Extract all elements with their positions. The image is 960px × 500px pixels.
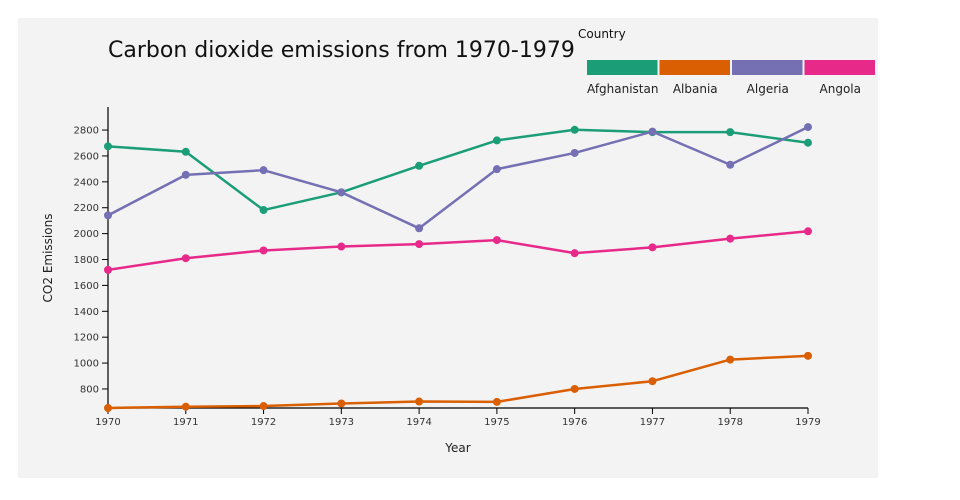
data-point-algeria-1972[interactable]	[259, 166, 268, 175]
x-tick-label: 1973	[329, 417, 354, 428]
data-point-afghanistan-1979[interactable]	[804, 138, 812, 147]
y-tick-label: 2600	[74, 151, 99, 162]
data-point-algeria-1970[interactable]	[104, 211, 112, 220]
series-afghanistan	[104, 125, 812, 215]
data-point-algeria-1978[interactable]	[726, 160, 735, 169]
legend-swatch-angola[interactable]	[804, 60, 876, 75]
series-line-angola	[107, 230, 809, 272]
series-angola	[104, 227, 812, 274]
legend-swatch-albania[interactable]	[659, 60, 731, 75]
data-point-albania-1975[interactable]	[492, 397, 501, 406]
data-point-afghanistan-1974[interactable]	[415, 161, 424, 170]
data-point-albania-1978[interactable]	[726, 355, 735, 364]
y-tick-label: 1400	[74, 307, 99, 318]
data-point-albania-1971[interactable]	[181, 402, 190, 411]
data-point-angola-1974[interactable]	[415, 240, 424, 249]
data-point-afghanistan-1972[interactable]	[259, 206, 268, 215]
data-point-algeria-1973[interactable]	[337, 188, 346, 197]
y-tick-label: 1200	[74, 333, 99, 344]
y-axis: 800 1000 1200 1400 1600 1800 2000 2200 2400 2600 2…	[41, 107, 109, 408]
series-line-algeria	[107, 125, 809, 230]
data-point-algeria-1971[interactable]	[181, 170, 190, 179]
data-point-angola-1973[interactable]	[337, 242, 346, 251]
y-tick-label: 800	[80, 384, 99, 395]
data-point-afghanistan-1975[interactable]	[492, 136, 501, 145]
series-line-afghanistan	[107, 128, 809, 212]
y-tick-label: 2200	[74, 203, 99, 214]
data-point-algeria-1976[interactable]	[570, 148, 579, 157]
series-algeria	[104, 123, 812, 233]
chart-title: Carbon dioxide emissions from 1970-1979	[108, 38, 575, 63]
x-tick-label: 1976	[562, 417, 587, 428]
y-tick-label: 1600	[74, 281, 99, 292]
x-tick-label: 1978	[717, 417, 742, 428]
data-point-afghanistan-1970[interactable]	[104, 142, 112, 151]
data-point-angola-1970[interactable]	[104, 265, 112, 274]
series-albania	[104, 351, 812, 412]
data-point-albania-1970[interactable]	[104, 404, 112, 412]
data-point-albania-1976[interactable]	[570, 384, 579, 393]
x-tick-label: 1972	[251, 417, 276, 428]
data-point-afghanistan-1976[interactable]	[570, 125, 579, 134]
data-point-albania-1977[interactable]	[648, 377, 657, 386]
data-point-afghanistan-1978[interactable]	[726, 128, 735, 137]
x-tick-label: 1979	[795, 417, 820, 428]
y-tick-label: 2800	[74, 126, 99, 137]
legend-label-afghanistan: Afghanistan	[587, 82, 658, 96]
y-tick-label: 1800	[74, 255, 99, 266]
data-point-angola-1977[interactable]	[648, 243, 657, 252]
legend-label-angola: Angola	[820, 82, 861, 96]
data-point-angola-1975[interactable]	[492, 236, 501, 245]
x-axis: 1970 1971 1972 1973 1974 1975 1976 1977 1978 1979…	[95, 407, 821, 455]
data-point-afghanistan-1971[interactable]	[181, 147, 190, 156]
data-point-angola-1971[interactable]	[181, 254, 190, 263]
data-point-angola-1972[interactable]	[259, 246, 268, 255]
data-point-angola-1978[interactable]	[726, 234, 735, 243]
x-tick-label: 1974	[406, 417, 431, 428]
legend-swatch-afghanistan[interactable]	[587, 60, 658, 75]
data-point-algeria-1979[interactable]	[804, 123, 812, 132]
data-point-algeria-1977[interactable]	[648, 127, 657, 136]
legend-swatch-algeria[interactable]	[732, 60, 803, 75]
x-axis-title: Year	[444, 441, 470, 455]
x-tick-label: 1970	[95, 417, 120, 428]
data-point-albania-1979[interactable]	[804, 351, 812, 360]
legend-title: Country	[578, 27, 626, 41]
series-line-albania	[107, 354, 809, 410]
y-tick-label: 1000	[74, 359, 99, 370]
legend: Country Afghanistan Albania Algeria Angola	[578, 27, 875, 96]
data-point-albania-1973[interactable]	[337, 399, 346, 408]
data-point-algeria-1975[interactable]	[492, 165, 501, 174]
y-tick-label: 2400	[74, 177, 99, 188]
y-tick-label: 2000	[74, 229, 99, 240]
data-point-albania-1972[interactable]	[259, 402, 268, 411]
data-point-albania-1974[interactable]	[415, 397, 424, 406]
data-point-angola-1979[interactable]	[804, 227, 812, 236]
x-tick-label: 1975	[484, 417, 509, 428]
legend-label-algeria: Algeria	[747, 82, 789, 96]
x-tick-label: 1971	[173, 417, 198, 428]
data-point-angola-1976[interactable]	[570, 249, 579, 258]
series-group	[104, 123, 812, 412]
data-point-algeria-1974[interactable]	[415, 224, 424, 233]
x-tick-label: 1977	[640, 417, 665, 428]
legend-label-albania: Albania	[673, 82, 718, 96]
y-axis-title: CO2 Emissions	[41, 214, 55, 303]
